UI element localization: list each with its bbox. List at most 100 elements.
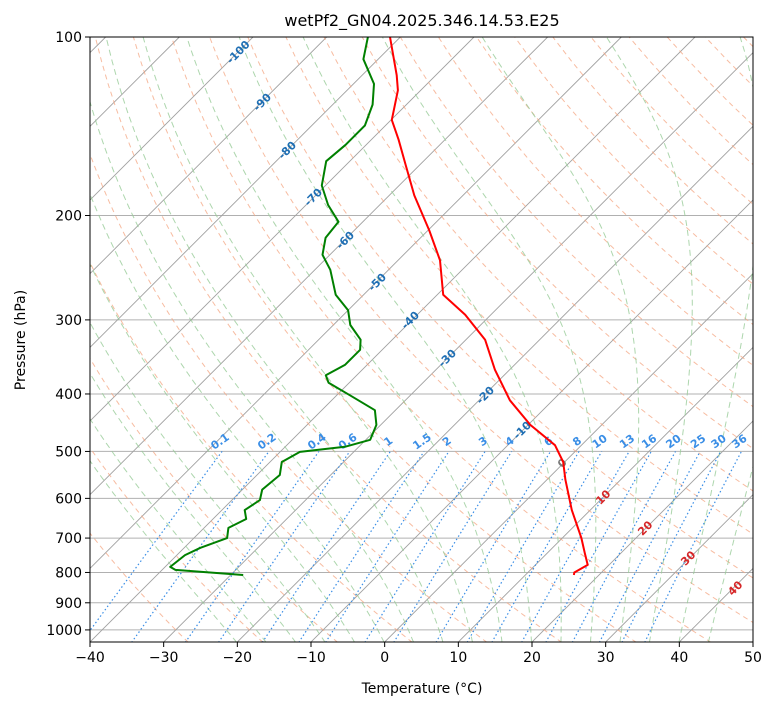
dry-adiabat-line — [247, 37, 753, 579]
isotherm-line — [457, 346, 753, 642]
dewpoint-line — [169, 37, 378, 576]
mixing-ratio-line — [218, 451, 351, 642]
mixing-ratio-line — [325, 451, 450, 642]
mixing-ratio-line — [644, 451, 743, 642]
mixing-ratio-line — [571, 451, 677, 642]
moist-adiabat-line — [238, 37, 532, 642]
y-tick-label: 500 — [55, 444, 82, 460]
mixing-ratio-label: 8 — [570, 434, 584, 449]
isotherm-label: -20 — [474, 383, 497, 406]
mixing-ratio-label: 1 — [382, 434, 396, 449]
moist-adiabat-line — [481, 37, 640, 642]
dry-adiabat-line — [209, 37, 753, 624]
moist-adiabat-line — [90, 418, 267, 642]
mixing-ratio-line — [298, 451, 425, 642]
mixing-ratio-label: 20 — [664, 432, 684, 452]
moist-adiabat-line — [90, 100, 415, 642]
x-tick-label: 0 — [380, 650, 389, 666]
y-tick-label: 1000 — [46, 623, 82, 639]
moist-adiabat-line — [606, 37, 693, 642]
moist-adiabat-line — [707, 464, 753, 642]
mixing-ratio-line — [393, 451, 513, 642]
mixing-ratio-label: 13 — [617, 432, 637, 451]
y-tick-label: 700 — [55, 531, 82, 547]
mixing-ratio-line — [598, 451, 701, 642]
isotherm-label: -40 — [399, 308, 422, 331]
line-labels: 0.1 0.2 0.4 0.6 1 1.5 2 3 4 6 8 10 13 16 20 25 30 36-100-… — [208, 38, 749, 599]
x-tick-label: −40 — [75, 650, 105, 666]
dry-adiabat-line — [590, 37, 753, 205]
x-tick-label: −20 — [223, 650, 253, 666]
mixing-ratio-line — [521, 451, 630, 642]
moist-adiabat-line — [302, 37, 562, 642]
x-tick-label: 30 — [597, 650, 615, 666]
background-lines — [90, 37, 753, 642]
dry-adiabat-line — [437, 37, 753, 366]
isotherm-line — [90, 37, 254, 201]
mixing-ratio-line — [184, 451, 320, 642]
mixing-ratio-label: 25 — [688, 432, 708, 451]
mixing-ratio-label: 2 — [440, 434, 454, 449]
moist-adiabat-line — [90, 321, 326, 642]
moist-adiabat-line — [90, 459, 238, 642]
isotherm-line — [531, 420, 753, 642]
moist-adiabat-line — [90, 192, 385, 642]
isotherm-line — [236, 125, 753, 642]
moist-adiabat-line — [105, 37, 444, 642]
y-tick-label: 400 — [55, 387, 82, 403]
isotherm-label: 30 — [678, 548, 698, 568]
x-tick-label: 40 — [670, 650, 688, 666]
y-tick-label: 800 — [55, 565, 82, 581]
chart-title: wetPf2_GN04.2025.346.14.53.E25 — [284, 11, 559, 31]
mixing-ratio-label: 10 — [590, 432, 610, 452]
axes: −40 −30 −20 −10 0 10 20 30 40 50 100 200 300 400 500 60… — [46, 30, 762, 666]
x-tick-label: −30 — [149, 650, 179, 666]
mixing-ratio-line — [364, 451, 486, 642]
isotherm-line — [90, 37, 327, 275]
y-tick-label: 200 — [55, 208, 82, 224]
isotherm-line — [90, 37, 401, 348]
dry-adiabat-line — [132, 37, 637, 642]
mixing-ratio-line — [131, 451, 270, 642]
isotherm-label: -60 — [334, 228, 357, 251]
isotherm-line — [678, 567, 753, 642]
isotherm-line — [384, 273, 753, 642]
moist-adiabat-line — [90, 263, 355, 642]
isotherm-label: 40 — [725, 578, 745, 598]
y-tick-label: 300 — [55, 313, 82, 329]
mixing-ratio-line — [545, 451, 652, 642]
dry-adiabat-line — [90, 532, 189, 642]
dry-adiabat-line — [399, 37, 753, 408]
dry-adiabat-line — [704, 37, 753, 87]
mixing-ratio-label: 16 — [639, 432, 659, 452]
dry-adiabat-line — [90, 261, 413, 642]
plot-frame — [89, 36, 754, 643]
moist-adiabat-line — [90, 372, 297, 642]
dry-adiabat-line — [666, 37, 753, 126]
dry-adiabat-line — [94, 37, 563, 642]
y-tick-label: 900 — [55, 596, 82, 612]
dry-adiabat-line — [361, 37, 753, 450]
isotherm-line — [163, 52, 753, 642]
mixing-ratio-line — [466, 451, 580, 642]
moist-adiabat-line — [186, 37, 503, 642]
mixing-ratio-line — [90, 451, 223, 632]
y-axis-label: Pressure (hPa) — [13, 290, 29, 390]
y-tick-label: 100 — [55, 30, 82, 46]
isotherm-line — [752, 641, 753, 642]
moist-adiabat-line — [678, 37, 753, 642]
moist-adiabat-line — [381, 37, 597, 642]
dry-adiabat-line — [90, 152, 488, 642]
isotherm-label: -100 — [224, 38, 253, 67]
isotherm-label: -50 — [366, 270, 389, 293]
isotherm-line — [90, 37, 622, 569]
temperature-line — [389, 37, 589, 576]
dry-adiabat-line — [514, 37, 753, 285]
x-tick-label: 50 — [744, 650, 762, 666]
mixing-ratio-label: 3 — [476, 434, 490, 449]
dry-adiabat-line — [552, 37, 753, 245]
isotherm-line — [90, 37, 548, 496]
dry-adiabat-line — [743, 37, 753, 48]
y-tick-label: 600 — [55, 491, 82, 507]
